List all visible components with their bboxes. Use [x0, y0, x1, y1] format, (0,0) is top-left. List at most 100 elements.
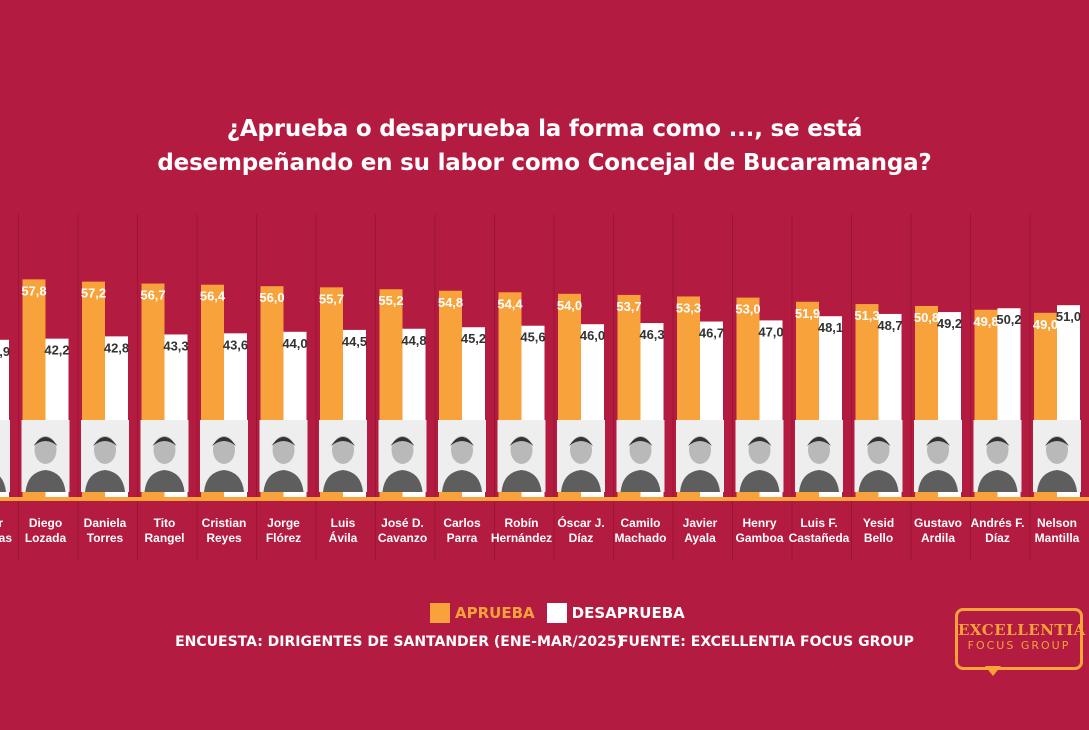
value-label-aprueba: 57,8	[21, 283, 46, 298]
value-label-desaprueba: 42,2	[44, 343, 69, 358]
value-label-aprueba: 49,0	[1033, 317, 1058, 332]
category-label: Hernández	[491, 531, 552, 545]
portrait-shoulders	[263, 470, 304, 492]
portrait-shoulders	[323, 470, 363, 492]
portrait-face	[213, 436, 235, 464]
category-label: Andrés F.	[970, 516, 1024, 530]
portrait-hair	[688, 437, 712, 446]
portrait-face	[629, 436, 652, 464]
category-label: Carlos	[443, 516, 481, 530]
portrait-face	[927, 436, 949, 464]
bar-chart: 58,141,9ÓscarCarreñas57,842,2DiegoLozada…	[0, 214, 1089, 560]
portrait-shoulders	[25, 470, 66, 492]
category-label: Diego	[29, 516, 62, 530]
value-label-desaprueba: 49,2	[937, 316, 962, 331]
category-label: Ardila	[921, 531, 955, 545]
value-label-aprueba: 51,3	[854, 308, 879, 323]
category-label: Castañeda	[789, 531, 850, 545]
category-label: Mantilla	[1035, 531, 1080, 545]
portrait-shoulders	[620, 470, 661, 492]
portrait-shoulders	[858, 470, 899, 492]
value-label-desaprueba: 43,3	[163, 338, 188, 353]
portrait-shoulders	[918, 470, 958, 492]
portrait-face	[748, 436, 771, 464]
value-label-desaprueba: 42,8	[104, 340, 129, 355]
bar-desaprueba	[0, 339, 9, 499]
portrait-hair	[985, 437, 1010, 446]
chart-title-line-1: ¿Aprueba o desaprueba la forma como ...,…	[226, 116, 863, 142]
category-label: Reyes	[206, 531, 242, 545]
category-label: Bello	[864, 531, 893, 545]
value-label-aprueba: 56,4	[200, 289, 226, 304]
value-label-aprueba: 54,4	[497, 296, 523, 311]
portrait-face	[153, 436, 176, 464]
portrait-hair	[747, 437, 772, 446]
category-label: Javier	[683, 516, 718, 530]
logo-line-2: FOCUS GROUP	[967, 639, 1071, 652]
baseline	[0, 497, 1089, 501]
category-label: Robín	[505, 516, 539, 530]
legend-label-desaprueba: DESAPRUEBA	[571, 604, 685, 622]
value-label-aprueba: 53,3	[676, 300, 701, 315]
category-label: Díaz	[985, 531, 1010, 545]
chart-title: ¿Aprueba o desaprueba la forma como ...,…	[0, 112, 1089, 180]
category-label: Díaz	[569, 531, 594, 545]
portrait-shoulders	[1037, 470, 1077, 492]
logo-line-1: EXCELLENTIA	[958, 621, 1086, 639]
portrait-hair	[33, 437, 58, 446]
category-label: Cristian	[202, 516, 247, 530]
category-label: Ayala	[684, 531, 716, 545]
value-label-aprueba: 54,0	[557, 298, 582, 313]
category-label: Óscar	[0, 515, 3, 530]
portrait-face	[510, 436, 533, 464]
portrait-hair	[390, 437, 415, 446]
value-label-desaprueba: 48,1	[818, 320, 843, 335]
value-label-desaprueba: 46,3	[639, 327, 664, 342]
portrait-face	[808, 436, 830, 464]
value-label-desaprueba: 45,2	[461, 331, 486, 346]
value-label-desaprueba: 51,0	[1056, 309, 1081, 324]
category-label: Ávila	[329, 530, 358, 545]
category-label: Machado	[614, 531, 666, 545]
category-label: José D.	[381, 516, 424, 530]
portrait-hair	[628, 437, 653, 446]
category-label: Gamboa	[735, 531, 783, 545]
portrait-hair	[926, 437, 950, 446]
value-label-aprueba: 57,2	[81, 286, 106, 301]
value-label-desaprueba: 41,9	[0, 344, 10, 359]
category-label: Rangel	[144, 531, 184, 545]
photo-frame	[0, 420, 10, 492]
portrait-shoulders	[85, 470, 125, 492]
value-label-aprueba: 53,0	[735, 302, 760, 317]
legend-swatch-desaprueba	[546, 603, 567, 623]
value-label-desaprueba: 44,8	[401, 333, 426, 348]
portrait-face	[867, 436, 890, 464]
category-label: Luis F.	[800, 516, 837, 530]
footer-survey: ENCUESTA: DIRIGENTES DE SANTANDER (ENE-M…	[175, 634, 623, 650]
footer-note: ENCUESTA: DIRIGENTES DE SANTANDER (ENE-M…	[0, 634, 1089, 650]
portrait-hair	[807, 437, 831, 446]
portrait-face	[986, 436, 1009, 464]
category-label: Carreñas	[0, 531, 12, 545]
category-label: Daniela	[84, 516, 127, 530]
category-label: Tito	[154, 516, 176, 530]
value-label-aprueba: 49,8	[973, 314, 998, 329]
category-label: Camilo	[620, 516, 660, 530]
logo-speech-tail	[985, 666, 1001, 676]
portrait-hair	[93, 437, 117, 446]
portrait-face	[570, 436, 592, 464]
portrait-hair	[1045, 437, 1069, 446]
category-label: Jorge	[267, 516, 300, 530]
portrait-shoulders	[204, 470, 244, 492]
value-label-aprueba: 56,7	[140, 288, 165, 303]
value-label-desaprueba: 47,0	[758, 324, 783, 339]
category-label: Parra	[447, 531, 478, 545]
portrait-face	[1046, 436, 1068, 464]
excellentia-logo: EXCELLENTIA FOCUS GROUP	[955, 608, 1086, 670]
category-label: Luis	[331, 516, 356, 530]
portrait-hair	[212, 437, 236, 446]
portrait-shoulders	[739, 470, 780, 492]
chart-title-line-2: desempeñando en su labor como Concejal d…	[157, 150, 932, 176]
portrait-hair	[331, 437, 355, 446]
portrait-shoulders	[501, 470, 542, 492]
